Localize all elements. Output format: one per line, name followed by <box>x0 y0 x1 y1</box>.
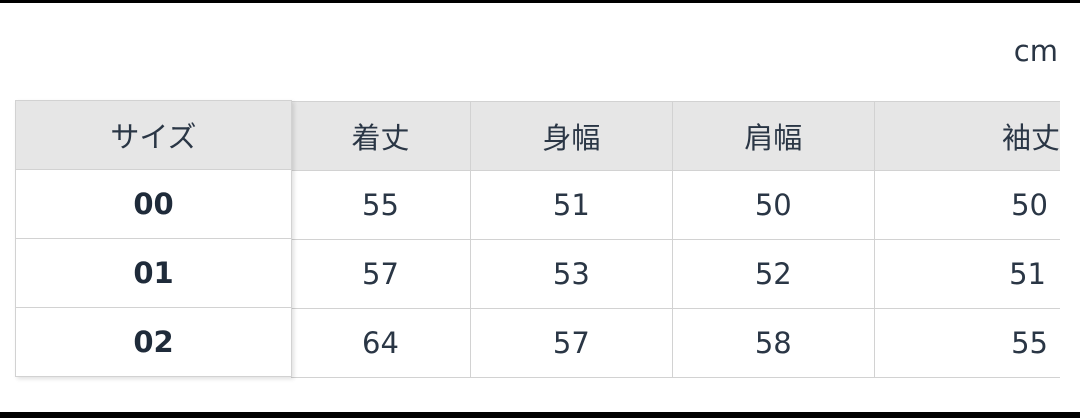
unit-label: cm <box>1013 34 1058 68</box>
table-cell: 52 <box>672 239 875 309</box>
column-header: 着丈 <box>291 101 471 171</box>
table-row: 64 57 58 55 <box>291 308 1060 378</box>
table-cell: 57 <box>291 239 471 309</box>
table-cell: 57 <box>470 308 673 378</box>
size-table: 着丈 身幅 肩幅 袖丈 55 51 50 50 57 53 52 51 64 5… <box>291 101 1060 378</box>
table-cell: 55 <box>291 170 471 240</box>
table-row: 57 53 52 51 <box>291 239 1060 309</box>
table-cell: 53 <box>470 239 673 309</box>
bottom-edge <box>0 412 1080 418</box>
header-row: 着丈 身幅 肩幅 袖丈 <box>291 101 1060 171</box>
table-row: 55 51 50 50 <box>291 170 1060 240</box>
size-cell: 02 <box>15 307 292 377</box>
table-cell: 51 <box>470 170 673 240</box>
size-column-header: サイズ <box>15 100 292 170</box>
size-cell: 00 <box>15 169 292 239</box>
column-header: 身幅 <box>470 101 673 171</box>
column-header: 肩幅 <box>672 101 875 171</box>
top-edge <box>0 0 1080 3</box>
table-cell: 50 <box>874 170 1060 240</box>
table-cell: 64 <box>291 308 471 378</box>
size-cell: 01 <box>15 238 292 308</box>
table-cell: 51 <box>874 239 1060 309</box>
table-cell: 55 <box>874 308 1060 378</box>
column-header: 袖丈 <box>874 101 1060 171</box>
table-cell: 50 <box>672 170 875 240</box>
size-column-fixed: サイズ 00 01 02 <box>15 100 292 377</box>
table-cell: 58 <box>672 308 875 378</box>
size-table-scroll-area[interactable]: 着丈 身幅 肩幅 袖丈 55 51 50 50 57 53 52 51 64 5… <box>262 101 1060 379</box>
